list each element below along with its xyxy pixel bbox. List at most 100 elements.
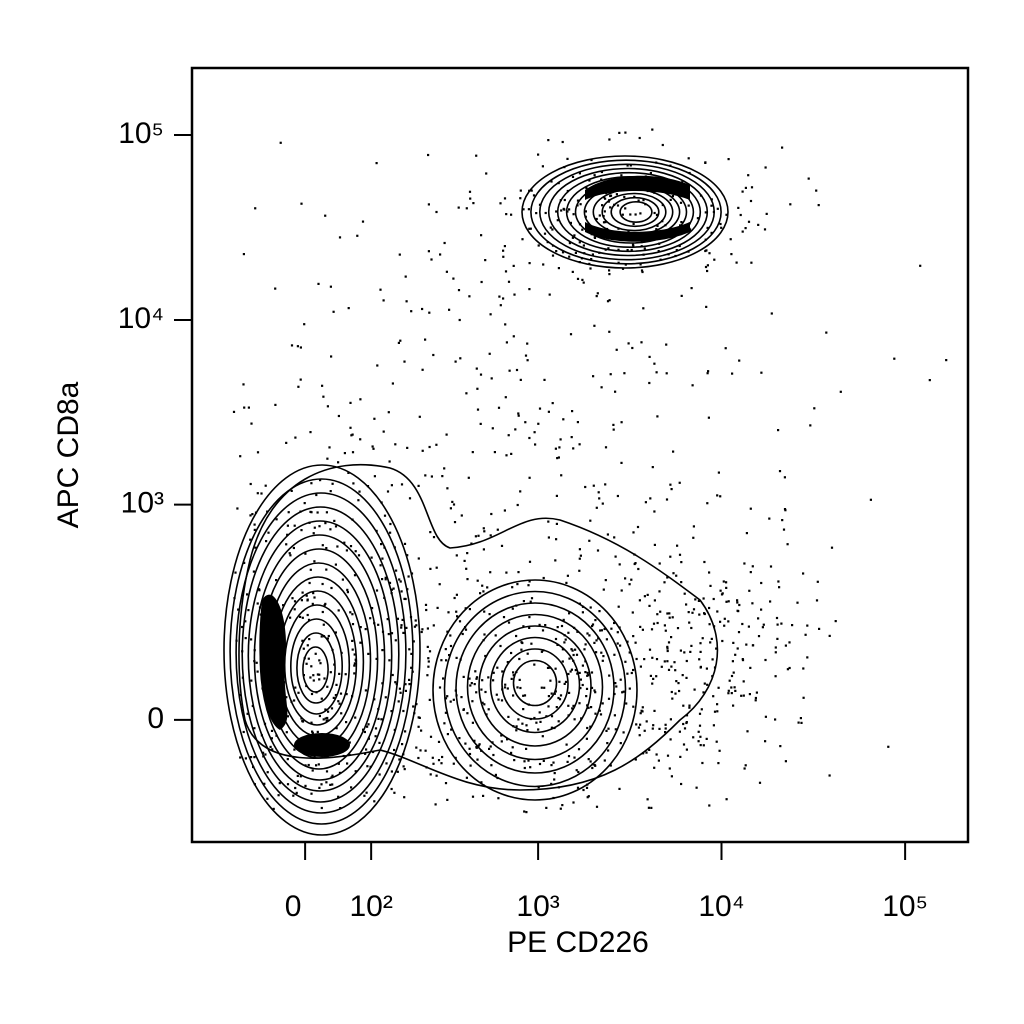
dense-region [294,733,350,757]
event-dot [649,674,652,677]
event-dot [608,330,611,333]
contour-line [538,163,715,261]
event-dot [674,669,677,672]
event-dot [274,403,277,406]
event-dot [567,704,570,707]
dense-region [259,594,288,730]
event-dot [516,503,519,507]
event-dot [653,543,656,546]
event-dot [603,759,606,762]
event-dot [417,557,420,560]
event-dot [452,762,455,765]
event-dot [703,560,706,564]
event-dot [589,760,592,763]
event-dot [776,623,779,626]
event-dot [318,659,321,662]
event-dot [802,667,805,670]
event-dot [655,213,659,216]
event-dot [710,637,713,640]
contour-line [302,646,329,693]
event-dot [522,625,525,628]
event-dot [591,253,594,256]
event-dot [415,624,418,627]
event-dot [482,794,485,797]
event-dot [677,682,680,685]
event-dot [560,209,563,212]
event-dot [672,572,675,575]
event-dot [602,221,606,224]
event-dot [421,368,424,371]
event-dot [522,694,525,697]
event-dot [671,195,674,198]
event-dot [505,571,508,574]
event-dot [656,613,659,616]
event-dot [361,220,365,223]
event-dot [356,234,359,237]
event-dot [297,691,300,694]
event-dot [528,580,531,583]
event-dot [764,166,767,169]
event-dot [607,749,610,752]
event-dot [480,688,483,691]
event-dot [255,661,258,664]
event-dot [388,659,391,662]
event-dot [468,747,471,750]
event-dot [555,494,558,497]
event-dot [312,532,315,535]
event-dot [556,457,559,460]
event-dot [551,254,555,257]
event-dot [499,202,502,205]
event-dot [242,253,245,256]
event-dot [552,761,555,764]
event-dot [304,784,307,787]
event-dot [348,741,351,744]
event-dot [329,285,332,288]
event-dot [783,476,786,479]
event-dot [800,721,803,724]
event-dot [653,709,656,712]
event-dot [623,372,626,375]
event-dot [373,475,376,478]
event-dot [464,742,467,745]
event-dot [479,422,482,425]
event-dot [649,497,652,500]
event-dot [568,657,571,660]
event-dot [466,712,469,715]
event-dot [626,164,629,167]
event-dot [608,674,611,677]
event-dot [741,658,744,661]
event-dot [299,615,302,618]
event-dot [594,619,597,622]
event-dot [637,567,640,571]
event-dot [789,203,792,206]
event-dot [601,204,604,207]
event-dot [624,660,627,663]
event-dot [687,157,690,160]
event-dot [738,359,741,362]
event-dot [426,627,429,630]
event-dot [511,607,514,610]
event-dot [603,627,606,631]
event-dot [749,571,752,574]
event-dot [449,507,452,510]
event-dot [707,416,710,419]
contour-line [521,155,729,269]
event-dot [708,623,711,626]
event-dot [366,765,369,768]
event-dot [419,749,422,752]
event-dot [455,610,458,613]
event-dot [720,226,723,229]
contour-line [283,604,351,726]
event-dot [318,673,321,676]
event-dot [293,748,296,751]
event-dot [529,227,532,230]
event-dot [424,749,427,752]
event-dot [322,623,325,626]
event-dot [629,213,632,216]
event-dot [624,131,627,134]
event-dot [286,715,289,718]
event-dot [680,561,683,564]
event-dot [427,665,430,668]
event-dot [550,726,553,729]
event-dot [641,706,644,709]
